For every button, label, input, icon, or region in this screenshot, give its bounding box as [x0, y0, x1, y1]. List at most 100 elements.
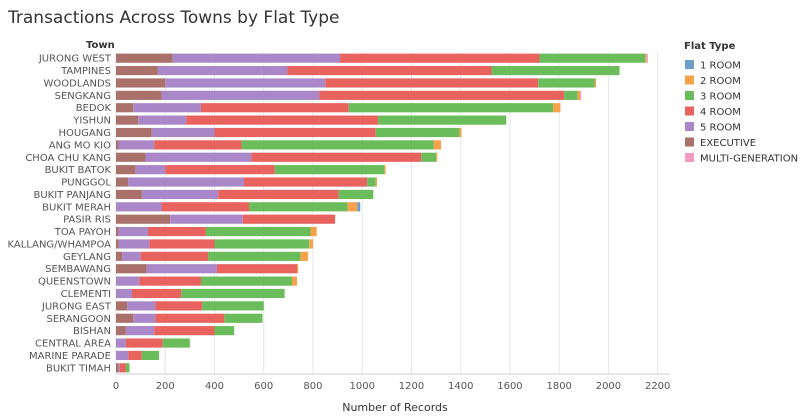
- town-label: BUKIT BATOK: [45, 165, 112, 176]
- bar-segment: [151, 127, 215, 138]
- town-label: YISHUN: [72, 116, 111, 127]
- bar-segment: [145, 152, 252, 162]
- bar-segment: [241, 140, 434, 150]
- bar-segment: [564, 90, 578, 100]
- town-label: JURONG EAST: [41, 301, 112, 312]
- town-label: HOUGANG: [58, 128, 111, 139]
- bar-segment: [367, 177, 376, 187]
- town-label: CHOA CHU KANG: [25, 153, 111, 164]
- town-label: BISHAN: [73, 326, 111, 337]
- bar-segment: [200, 103, 349, 113]
- bar-segment: [577, 90, 581, 100]
- bar-segment: [200, 276, 293, 286]
- bar-segment: [274, 165, 385, 175]
- legend-title: Flat Type: [684, 41, 736, 52]
- bar-segment: [116, 264, 147, 274]
- bar-segment: [436, 152, 438, 162]
- bar-segment: [347, 202, 358, 212]
- bar-segment: [132, 288, 182, 299]
- legend-item: 5 ROOM: [700, 123, 741, 134]
- bar-segment: [116, 251, 123, 261]
- bar-segment: [214, 239, 310, 249]
- bar-segment: [116, 78, 166, 88]
- legend-swatch: [685, 106, 694, 116]
- bar-segment: [141, 350, 160, 361]
- bar-segment: [202, 301, 264, 311]
- bar-segment: [161, 202, 249, 212]
- bar-segment: [116, 177, 129, 187]
- bar-segment: [292, 276, 297, 286]
- bar-segment: [140, 251, 209, 261]
- y-axis-title: Town: [86, 40, 115, 51]
- bar-segment: [141, 189, 219, 200]
- x-tick-label: 1400: [448, 381, 473, 392]
- bar-segment: [325, 78, 539, 88]
- bar-segment: [208, 251, 301, 261]
- bar-segment: [172, 53, 341, 63]
- town-label: BUKIT MERAH: [42, 202, 111, 213]
- bar-segment: [170, 214, 243, 224]
- bar-segment: [116, 239, 119, 249]
- town-label: MARINE PARADE: [29, 351, 111, 362]
- bar-segment: [133, 103, 201, 113]
- town-label: SEMBAWANG: [45, 264, 111, 275]
- bar-segment: [116, 115, 139, 125]
- bar-segment: [155, 301, 203, 311]
- bar-segment: [459, 127, 462, 138]
- bar-segment: [296, 264, 299, 274]
- bar-segment: [125, 363, 130, 373]
- bar-segment: [116, 276, 140, 286]
- bar-segment: [645, 53, 647, 63]
- legend-item: MULTI-GENERATION: [700, 154, 798, 165]
- bar-segment: [433, 140, 442, 150]
- bar-segment: [116, 288, 133, 299]
- bar-segment: [340, 53, 540, 63]
- bar-segment: [287, 65, 492, 76]
- bar-segment: [116, 189, 142, 200]
- legend: Flat Type 1 ROOM 2 ROOM 3 ROOM 4 ROOM 5 ROOM…: [684, 41, 798, 165]
- x-tick-label: 1200: [399, 381, 424, 392]
- bar-segment: [116, 301, 128, 311]
- town-label: GEYLANG: [63, 252, 111, 263]
- bar-segment: [218, 189, 339, 200]
- bar-segment: [378, 115, 507, 125]
- bar-segment: [128, 177, 245, 187]
- bar-segment: [646, 53, 648, 63]
- x-tick-label: 800: [303, 381, 322, 392]
- x-tick-label: 1000: [349, 381, 374, 392]
- bar-segment: [157, 65, 288, 76]
- bar-segment: [116, 350, 129, 361]
- legend-item: 4 ROOM: [700, 107, 741, 118]
- bar-segment: [122, 251, 141, 261]
- x-axis-title: Number of Records: [342, 401, 448, 414]
- bar-segment: [116, 90, 162, 100]
- x-tick-label: 2000: [596, 381, 621, 392]
- town-label: SENGKANG: [55, 91, 111, 102]
- bar-segment: [116, 65, 158, 76]
- bar-segment: [319, 90, 565, 100]
- bar-segment: [118, 363, 120, 373]
- town-label: PASIR RIS: [63, 215, 111, 226]
- bar-segment: [116, 165, 136, 175]
- bar-segment: [133, 313, 156, 323]
- bar-segment: [242, 214, 336, 224]
- bar-segment: [224, 313, 263, 323]
- town-label: JURONG WEST: [38, 54, 112, 65]
- legend-item: EXECUTIVE: [700, 138, 756, 149]
- bars-group: [116, 53, 648, 373]
- x-tick-label: 0: [113, 381, 119, 392]
- bar-segment: [116, 326, 126, 336]
- bar-segment: [310, 226, 317, 237]
- bar-segment: [116, 127, 152, 138]
- bar-segment: [214, 326, 235, 336]
- gridlines: [115, 52, 670, 375]
- town-label: BEDOK: [76, 103, 112, 114]
- legend-swatch: [685, 153, 694, 162]
- bar-segment: [116, 226, 119, 237]
- x-tick-label: 2200: [645, 381, 670, 392]
- town-label: SERANGOON: [46, 314, 111, 325]
- bar-segment: [165, 165, 275, 175]
- bar-segment: [338, 189, 374, 200]
